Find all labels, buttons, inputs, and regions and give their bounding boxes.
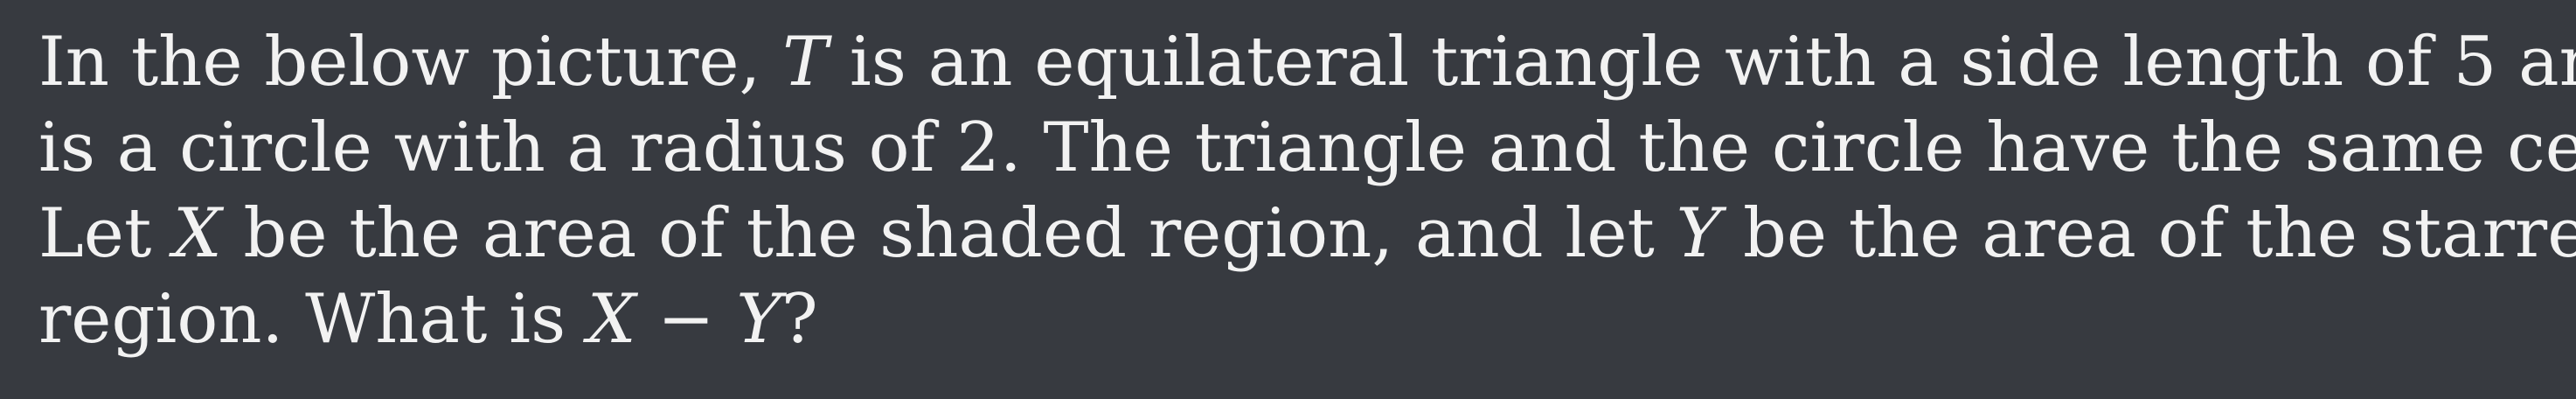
problem-text: Let <box>38 194 174 273</box>
problem-text: is a circle with a radius of 2. The tria… <box>38 108 2576 187</box>
problem-statement: In the below picture, T is an equilatera… <box>38 19 2576 362</box>
problem-text: In the below picture, <box>38 23 783 102</box>
problem-text: region. What is <box>38 280 587 359</box>
problem-line-2: is a circle with a radius of 2. The tria… <box>38 105 2576 191</box>
math-variable-t: T <box>782 23 829 102</box>
math-variable-x: X <box>173 194 222 273</box>
problem-line-4: region. What is X − Y? <box>38 276 2540 362</box>
math-variable-y: Y <box>1676 194 1722 273</box>
problem-line-1: In the below picture, T is an equilatera… <box>38 19 2576 105</box>
problem-text: be the area of the starred <box>1721 194 2576 273</box>
math-expression-x-minus-y: X − Y <box>587 280 781 359</box>
problem-text: ? <box>781 280 818 359</box>
problem-line-3: Let X be the area of the shaded region, … <box>38 191 2576 276</box>
problem-text: is an equilateral triangle with a side l… <box>828 23 2576 102</box>
problem-text: be the area of the shaded region, and le… <box>221 194 1677 273</box>
